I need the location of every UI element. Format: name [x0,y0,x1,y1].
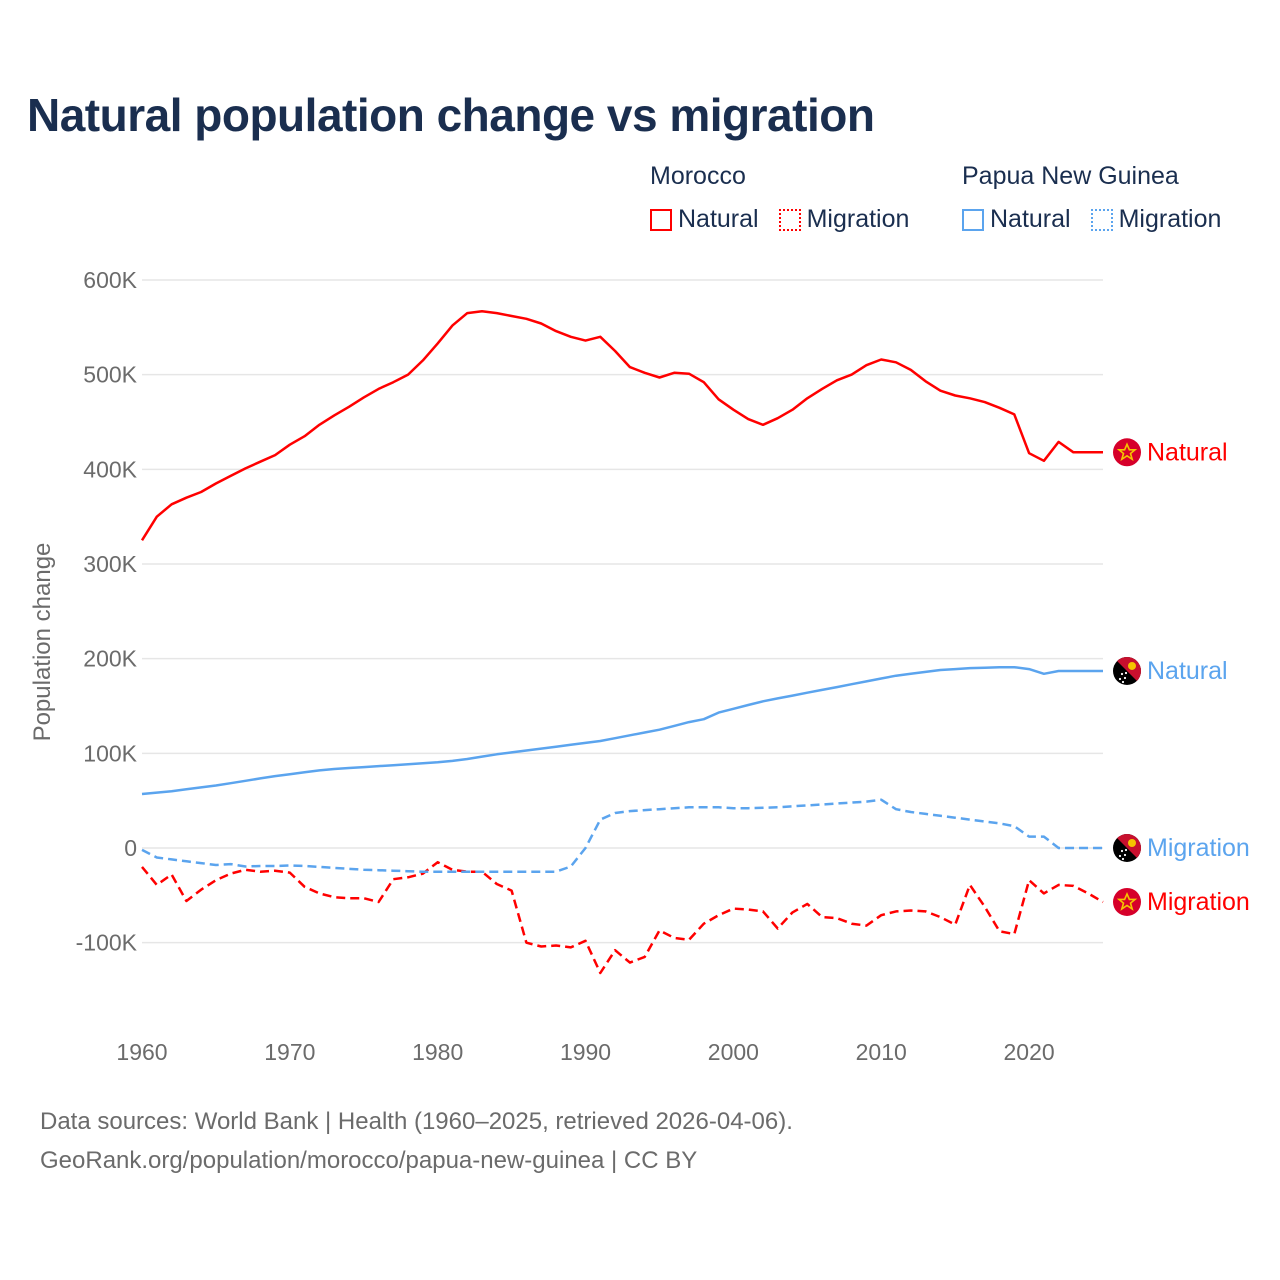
morocco-flag-icon [1113,887,1141,916]
legend-item-png-migration[interactable]: Migration [1090,205,1222,234]
x-tick-label: 2000 [708,1039,759,1065]
y-tick-label: 200K [83,646,137,672]
legend-label: Natural [990,205,1071,233]
footer-sources: Data sources: World Bank | Health (1960–… [40,1108,793,1135]
png-flag-icon [1113,834,1141,862]
y-tick-label: 400K [83,456,137,482]
flag-star [1120,849,1124,853]
end-label: Natural [1147,438,1228,466]
y-tick-label: -100K [76,930,138,956]
flag-bird [1128,661,1136,670]
x-tick-label: 1970 [264,1039,315,1065]
legend-swatch-dotted [1090,208,1113,231]
y-tick-label: 500K [83,362,137,388]
end-label: Natural [1147,657,1228,685]
flag-star [1118,854,1122,858]
morocco-flag-icon [1113,438,1141,467]
x-tick-label: 1980 [412,1039,463,1065]
flag-star [1121,680,1125,684]
x-tick-label: 2010 [856,1039,907,1065]
legend-group-title: Papua New Guinea [962,162,1179,190]
x-tick-label: 1960 [116,1039,167,1065]
footer-link[interactable]: GeoRank.org/population/morocco/papua-new… [40,1147,698,1174]
flag-star [1123,853,1127,857]
chart-title: Natural population change vs migration [27,89,875,141]
legend-item-morocco-migration[interactable]: Migration [778,205,910,234]
end-label: Migration [1147,834,1250,862]
legend-swatch-solid [650,208,672,231]
legend-label: Migration [806,205,910,233]
png-migration-line [141,798,1103,873]
end-label: Migration [1147,888,1250,916]
legend-group-morocco: Morocco Natural Migration [650,162,929,234]
flag-body [1113,656,1141,685]
y-tick-label: 100K [83,740,137,766]
png-flag-icon [1113,656,1141,685]
x-tick-label: 1990 [560,1039,611,1065]
flag-star [1116,442,1138,462]
legend-item-morocco-natural[interactable]: Natural [650,205,759,234]
flag-star [1123,676,1127,680]
flag-bird [1128,839,1136,847]
morocco-natural-line [140,309,1103,541]
y-axis-label: Population change [29,543,56,742]
flag-background [1113,438,1141,467]
flag-star [1120,672,1124,676]
y-tick-label: 300K [83,551,137,577]
legend-group-png: Papua New Guinea Natural Migration [962,162,1221,234]
legend-item-png-natural[interactable]: Natural [962,205,1071,234]
flag-star [1124,671,1128,675]
legend-swatch-solid [962,208,984,231]
legend-label: Natural [678,205,759,233]
morocco-migration-line [141,860,1104,975]
y-tick-label: 0 [124,835,137,861]
flag-star [1121,857,1125,861]
flag-star [1118,677,1122,681]
png-natural-line [141,665,1103,796]
flag-background [1113,887,1141,916]
legend-label: Migration [1118,205,1222,233]
flag-body [1113,834,1141,862]
legend-swatch-dotted [778,208,801,231]
flag-star [1124,848,1128,852]
x-tick-label: 2020 [1003,1039,1054,1065]
y-tick-label: 600K [83,267,137,293]
legend-group-title: Morocco [650,162,746,190]
flag-star [1116,891,1138,911]
